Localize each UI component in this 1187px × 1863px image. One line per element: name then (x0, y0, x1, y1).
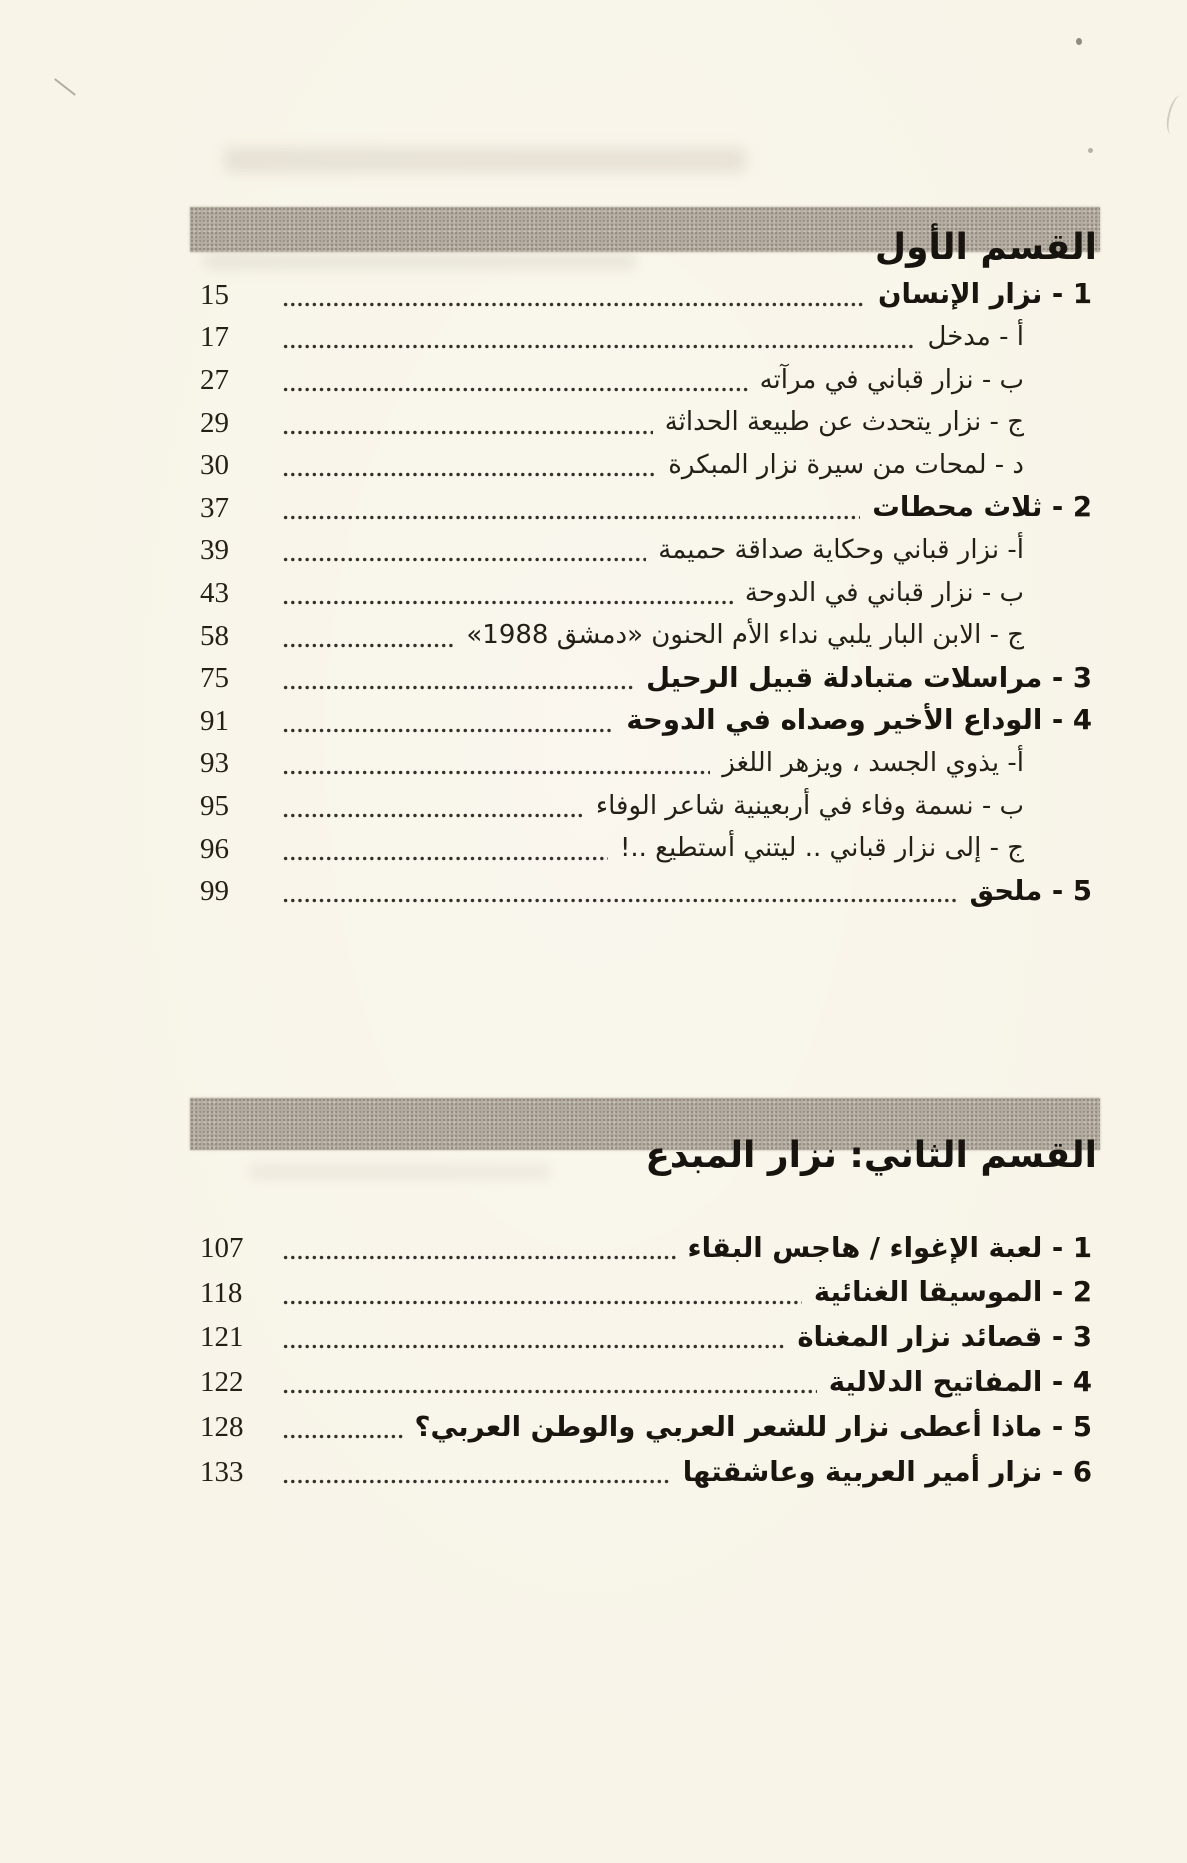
toc-row: د - لمحات من سيرة نزار المبكرة 30 (200, 444, 1092, 487)
toc-entry-title: أ- يذوي الجسد ، ويزهر اللغز (722, 747, 1024, 778)
toc-entry-title: 4 - المفاتيح الدلالية (828, 1365, 1092, 1398)
ink-bleed-artifact (250, 1165, 550, 1179)
toc-entry-title: 2 - ثلاث محطات (872, 491, 1092, 524)
toc-entry-title: ج - إلى نزار قباني .. ليتني أستطيع ..! (619, 833, 1024, 864)
toc-entry-page-number: 95 (200, 789, 229, 822)
section-1-title: القسم الأول (874, 226, 1098, 268)
toc-row: 4 - الوداع الأخير وصداه في الدوحة 91 (200, 700, 1092, 743)
dot-leader (282, 1388, 817, 1396)
toc-entry-page-number: 43 (200, 576, 229, 609)
scan-line-artifact (1163, 93, 1187, 137)
toc-row: أ - مدخل 17 (200, 317, 1092, 360)
section-2-entries: 1 - لعبة الإغواء / هاجس البقاء 107 2 - ا… (200, 1226, 1092, 1495)
section-2-header-bar: القسم الثاني: نزار المبدع (190, 1098, 1100, 1176)
toc-entry-page-number: 91 (200, 704, 229, 737)
toc-entry-page-number: 15 (200, 278, 229, 311)
dot-leader (282, 1253, 676, 1261)
toc-entry-title: 2 - الموسيقا الغنائية (813, 1276, 1092, 1309)
ink-bleed-artifact (225, 148, 745, 172)
dot-leader (282, 854, 608, 862)
dot-leader (282, 300, 867, 308)
toc-entry-page-number: 58 (200, 619, 229, 652)
toc-entry-page-number: 128 (200, 1411, 244, 1444)
dot-leader (282, 556, 647, 564)
section-1-entries: 1 - نزار الإنسان 15 أ - مدخل 17 ب - نزار… (200, 274, 1092, 913)
toc-entry-title: 1 - نزار الإنسان (878, 278, 1092, 311)
toc-entry-page-number: 96 (200, 832, 229, 865)
toc-entry-page-number: 107 (200, 1231, 244, 1264)
toc-row: 2 - الموسيقا الغنائية 118 (200, 1271, 1092, 1316)
toc-entry-title: د - لمحات من سيرة نزار المبكرة (668, 449, 1024, 480)
toc-entry-page-number: 118 (200, 1276, 243, 1309)
toc-row: أ- يذوي الجسد ، ويزهر اللغز 93 (200, 743, 1092, 786)
dot-leader (282, 598, 733, 606)
toc-entry-page-number: 133 (200, 1455, 244, 1488)
scan-speck-artifact (1088, 148, 1093, 153)
toc-row: 5 - ملحق 99 (200, 870, 1092, 913)
toc-entry-page-number: 29 (200, 406, 229, 439)
dot-leader (282, 471, 657, 479)
toc-entry-page-number: 99 (200, 875, 229, 908)
toc-entry-title: ب - نسمة وفاء في أربعينية شاعر الوفاء (595, 790, 1024, 821)
toc-entry-page-number: 75 (200, 662, 229, 695)
toc-row: 3 - مراسلات متبادلة قبيل الرحيل 75 (200, 657, 1092, 700)
dot-leader (282, 385, 748, 393)
toc-row: ج - نزار يتحدث عن طبيعة الحداثة 29 (200, 402, 1092, 445)
dot-leader (282, 897, 958, 905)
toc-entry-title: ب - نزار قباني في الدوحة (744, 577, 1024, 608)
dot-leader (282, 343, 916, 351)
toc-row: أ- نزار قباني وحكاية صداقة حميمة 39 (200, 530, 1092, 573)
ink-bleed-artifact (205, 253, 635, 269)
section-1-header-bar: القسم الأول (190, 207, 1100, 268)
dot-leader (282, 1343, 786, 1351)
dot-leader (282, 1433, 403, 1441)
toc-entry-title: ج - نزار يتحدث عن طبيعة الحداثة (664, 407, 1024, 438)
toc-entry-title: ج - الابن البار يلبي نداء الأم الحنون «د… (466, 620, 1024, 651)
dot-leader (282, 428, 653, 436)
toc-entry-title: ب - نزار قباني في مرآته (759, 364, 1024, 395)
dot-leader (282, 811, 584, 819)
toc-row: 1 - لعبة الإغواء / هاجس البقاء 107 (200, 1226, 1092, 1271)
toc-row: 6 - نزار أمير العربية وعاشقتها 133 (200, 1450, 1092, 1495)
scan-line-artifact (54, 78, 76, 96)
toc-row: 1 - نزار الإنسان 15 (200, 274, 1092, 317)
section-2-title: القسم الثاني: نزار المبدع (645, 1134, 1097, 1176)
toc-entry-title: 3 - قصائد نزار المغناة (797, 1321, 1092, 1354)
toc-entry-page-number: 122 (200, 1366, 244, 1399)
toc-entry-title: 4 - الوداع الأخير وصداه في الدوحة (626, 704, 1092, 737)
toc-row: ب - نزار قباني في مرآته 27 (200, 359, 1092, 402)
dot-leader (282, 726, 615, 734)
toc-row: ج - الابن البار يلبي نداء الأم الحنون «د… (200, 615, 1092, 658)
dot-leader (282, 769, 711, 777)
toc-entry-title: أ - مدخل (927, 321, 1024, 352)
toc-entry-title: 5 - ماذا أعطى نزار للشعر العربي والوطن ا… (414, 1410, 1092, 1443)
toc-entry-title: 1 - لعبة الإغواء / هاجس البقاء (687, 1231, 1092, 1264)
scan-speck-artifact (1076, 38, 1082, 45)
toc-entry-page-number: 121 (200, 1321, 244, 1354)
toc-entry-title: 5 - ملحق (969, 874, 1092, 907)
toc-entry-page-number: 39 (200, 534, 229, 567)
toc-row: 4 - المفاتيح الدلالية 122 (200, 1360, 1092, 1405)
toc-row: ب - نزار قباني في الدوحة 43 (200, 572, 1092, 615)
toc-entry-title: 6 - نزار أمير العربية وعاشقتها (682, 1455, 1092, 1488)
toc-row: 5 - ماذا أعطى نزار للشعر العربي والوطن ا… (200, 1405, 1092, 1450)
dot-leader (282, 1477, 671, 1485)
toc-entry-title: 3 - مراسلات متبادلة قبيل الرحيل (646, 661, 1092, 694)
toc-entry-page-number: 93 (200, 747, 229, 780)
toc-entry-page-number: 37 (200, 491, 229, 524)
dot-leader (282, 513, 861, 521)
toc-row: ب - نسمة وفاء في أربعينية شاعر الوفاء 95 (200, 785, 1092, 828)
toc-entry-page-number: 27 (200, 363, 229, 396)
dot-leader (282, 641, 455, 649)
toc-entry-page-number: 30 (200, 449, 229, 482)
toc-entry-page-number: 17 (200, 321, 229, 354)
toc-row: 3 - قصائد نزار المغناة 121 (200, 1316, 1092, 1361)
dot-leader (282, 1298, 802, 1306)
dot-leader (282, 684, 635, 692)
toc-entry-title: أ- نزار قباني وحكاية صداقة حميمة (658, 534, 1024, 565)
toc-row: 2 - ثلاث محطات 37 (200, 487, 1092, 530)
toc-row: ج - إلى نزار قباني .. ليتني أستطيع ..! 9… (200, 828, 1092, 871)
